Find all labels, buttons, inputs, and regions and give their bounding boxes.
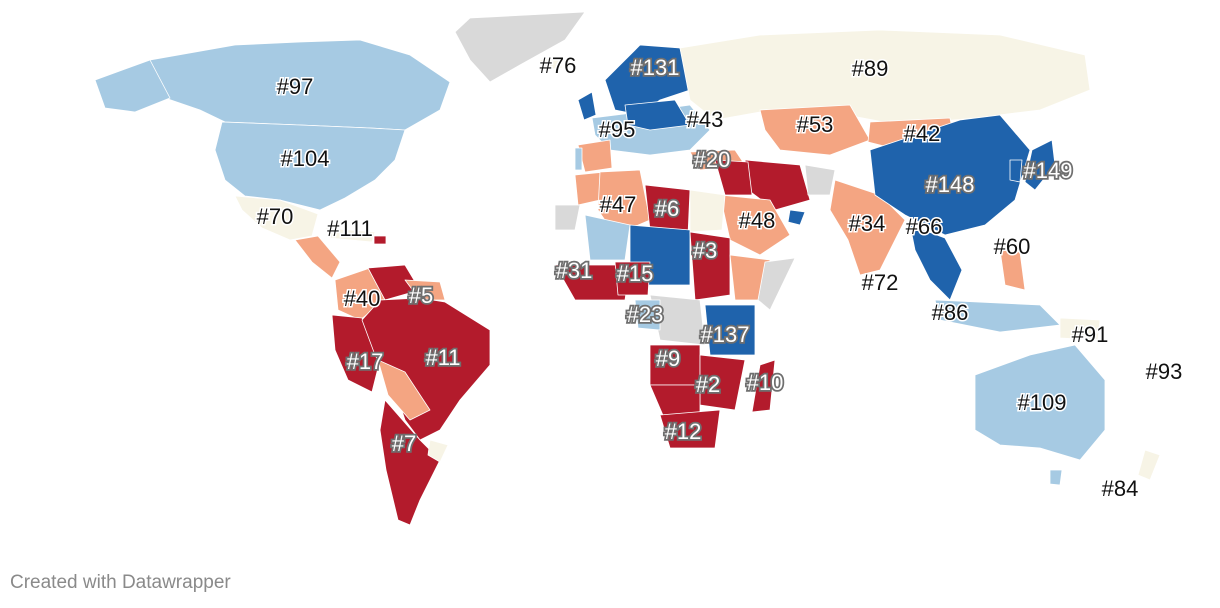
region-bolivia bbox=[377, 359, 431, 421]
rank-label: #40 bbox=[344, 286, 381, 311]
rank-label: #149 bbox=[1024, 158, 1073, 183]
region-usa bbox=[214, 121, 406, 211]
map-canvas: #97 #104 #70 #111 #76 #131 #89 #95 #43 #53 #42 #20 #… bbox=[94, 11, 1184, 526]
rank-label: #70 bbox=[257, 204, 294, 229]
rank-label: #20 bbox=[694, 147, 731, 172]
region-korea bbox=[1009, 159, 1023, 183]
rank-label: #42 bbox=[904, 121, 941, 146]
region-afghanistan bbox=[804, 164, 836, 196]
rank-label: #95 bbox=[599, 117, 636, 142]
rank-label: #6 bbox=[655, 196, 679, 221]
region-uruguay bbox=[427, 439, 449, 463]
rank-label: #7 bbox=[392, 431, 416, 456]
datawrapper-credit: Created with Datawrapper bbox=[10, 572, 231, 593]
region-guianas bbox=[404, 279, 446, 301]
region-russia bbox=[679, 29, 1091, 126]
region-kazakhstan bbox=[759, 104, 871, 156]
rank-label: #3 bbox=[693, 238, 717, 263]
region-iceland bbox=[539, 55, 563, 71]
rank-label: #5 bbox=[409, 283, 433, 308]
region-madagascar bbox=[751, 359, 776, 413]
region-central-america bbox=[294, 235, 341, 279]
region-new-zealand bbox=[1137, 449, 1161, 481]
region-alaska bbox=[94, 59, 171, 113]
rank-label: #131 bbox=[631, 55, 680, 80]
rank-label: #137 bbox=[701, 322, 750, 347]
rank-label: #10 bbox=[747, 370, 784, 395]
region-japan bbox=[1024, 139, 1056, 191]
rank-label: #97 bbox=[277, 74, 314, 99]
region-indonesia bbox=[934, 299, 1061, 333]
region-kenya-tanzania bbox=[704, 304, 756, 356]
rank-label: #148 bbox=[926, 172, 975, 197]
rank-label: #31 bbox=[556, 258, 593, 283]
rank-label: #23 bbox=[627, 302, 664, 327]
rank-label: #60 bbox=[994, 234, 1031, 259]
rank-label: #12 bbox=[665, 419, 702, 444]
region-uk bbox=[577, 91, 597, 121]
rank-label: #2 bbox=[696, 372, 720, 397]
rank-label: #48 bbox=[739, 208, 776, 233]
region-west-africa bbox=[554, 264, 631, 301]
region-nigeria bbox=[614, 261, 651, 296]
rank-label: #111 bbox=[327, 216, 373, 241]
rank-label: #47 bbox=[600, 192, 637, 217]
region-sudan bbox=[689, 231, 731, 301]
region-png bbox=[1059, 317, 1101, 341]
rank-label: #89 bbox=[852, 56, 889, 81]
rank-label: #72 bbox=[862, 270, 899, 295]
region-iraq-syria bbox=[714, 159, 753, 196]
rank-label: #91 bbox=[1072, 322, 1109, 347]
rank-label: #15 bbox=[617, 261, 654, 286]
region-saudi bbox=[719, 194, 791, 256]
region-tasmania bbox=[1049, 469, 1063, 486]
rank-label: #86 bbox=[932, 300, 969, 325]
region-mexico bbox=[234, 195, 319, 241]
region-scandinavia bbox=[604, 44, 691, 116]
rank-label: #9 bbox=[656, 346, 680, 371]
region-iberia bbox=[577, 139, 613, 173]
region-australia bbox=[974, 344, 1106, 461]
region-brazil bbox=[361, 297, 491, 441]
rank-label: #104 bbox=[281, 146, 330, 171]
region-philippines bbox=[999, 249, 1026, 291]
rank-label: #76 bbox=[540, 53, 577, 78]
region-south-africa bbox=[659, 409, 721, 449]
region-mali bbox=[584, 214, 631, 261]
region-egypt bbox=[689, 189, 726, 233]
region-china bbox=[869, 114, 1031, 236]
region-portugal bbox=[574, 147, 583, 171]
region-somalia bbox=[757, 257, 796, 311]
rank-label: #109 bbox=[1018, 390, 1067, 415]
region-uae bbox=[787, 209, 806, 226]
rank-label: #66 bbox=[906, 214, 943, 239]
rank-label: #84 bbox=[1102, 476, 1139, 501]
region-greenland bbox=[454, 11, 586, 83]
rank-label: #43 bbox=[687, 107, 724, 132]
land-layer bbox=[94, 11, 1161, 526]
rank-label: #34 bbox=[849, 211, 886, 236]
rank-label: #53 bbox=[797, 112, 834, 137]
rank-label: #93 bbox=[1146, 359, 1183, 384]
region-caribbean bbox=[324, 227, 376, 243]
world-choropleth-map: #97 #104 #70 #111 #76 #131 #89 #95 #43 #53 #42 #20 #… bbox=[94, 11, 1184, 526]
region-indochina bbox=[909, 224, 963, 301]
region-argentina bbox=[379, 399, 441, 526]
region-germany-poland bbox=[624, 99, 691, 131]
region-western-sahara bbox=[554, 204, 581, 231]
label-layer: #97 #104 #70 #111 #76 #131 #89 #95 #43 #53 #42 #20 #… bbox=[255, 51, 1184, 502]
region-haiti bbox=[373, 235, 387, 245]
rank-label: #17 bbox=[347, 349, 384, 374]
region-congo bbox=[634, 299, 661, 331]
rank-label: #11 bbox=[425, 345, 460, 370]
